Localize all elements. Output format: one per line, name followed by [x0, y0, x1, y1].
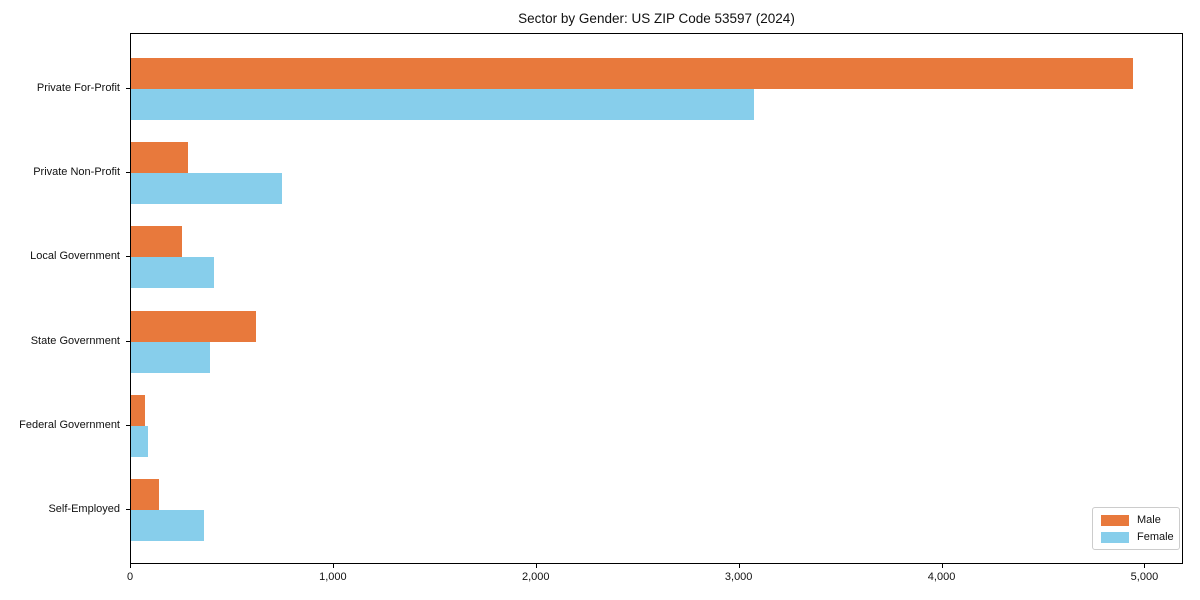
legend: Male Female	[1092, 507, 1180, 550]
y-tick-mark	[126, 340, 130, 342]
x-tick-mark	[332, 564, 334, 568]
x-tick-mark	[941, 564, 943, 568]
x-tick-mark	[535, 564, 537, 568]
x-tick-mark	[1144, 564, 1146, 568]
bar-male-private-for-profit	[131, 58, 1134, 89]
bar-male-federal-government	[131, 394, 146, 426]
bar-male-state-government	[131, 310, 256, 342]
bar-male-private-non-profit	[131, 142, 188, 174]
legend-label-female: Female	[1137, 531, 1174, 543]
plot-area	[130, 33, 1183, 564]
x-tick-label-5000: 5,000	[1130, 571, 1159, 583]
x-tick-label-2000: 2,000	[522, 571, 550, 583]
bar-female-self-employed	[131, 510, 204, 541]
y-axis-label-private-for-profit: Private For-Profit	[36, 82, 120, 94]
male-swatch-icon	[1101, 514, 1129, 526]
bar-female-local-government	[131, 257, 215, 289]
y-tick-mark	[126, 256, 130, 258]
y-axis-label-local-government: Local Government	[30, 250, 120, 263]
y-tick-mark	[126, 509, 130, 510]
bar-female-state-government	[131, 341, 210, 373]
bar-female-private-non-profit	[131, 173, 282, 205]
y-tick-mark	[126, 172, 130, 174]
female-swatch-icon	[1101, 531, 1129, 543]
legend-entry-female: Female	[1101, 531, 1174, 543]
y-axis-label-private-non-profit: Private Non-Profit	[33, 166, 120, 179]
y-axis-label-federal-government: Federal Government	[19, 418, 120, 431]
x-tick-label-0: 0	[126, 571, 134, 583]
y-axis-label-self-employed: Self-Employed	[48, 503, 120, 515]
y-tick-mark	[126, 88, 130, 89]
x-tick-label-3000: 3,000	[724, 571, 753, 583]
y-tick-mark	[126, 424, 130, 426]
bar-male-self-employed	[131, 479, 160, 510]
bar-female-private-for-profit	[131, 89, 754, 120]
legend-entry-male: Male	[1101, 514, 1171, 526]
x-tick-label-4000: 4,000	[927, 571, 956, 583]
bar-male-local-government	[131, 226, 182, 258]
x-tick-label-1000: 1,000	[319, 571, 347, 583]
x-tick-mark	[130, 564, 131, 568]
bar-female-federal-government	[131, 425, 149, 457]
x-tick-mark	[738, 564, 740, 568]
y-axis-label-state-government: State Government	[30, 334, 120, 347]
chart-title: Sector by Gender: US ZIP Code 53597 (202…	[518, 11, 795, 26]
legend-label-male: Male	[1137, 514, 1161, 526]
